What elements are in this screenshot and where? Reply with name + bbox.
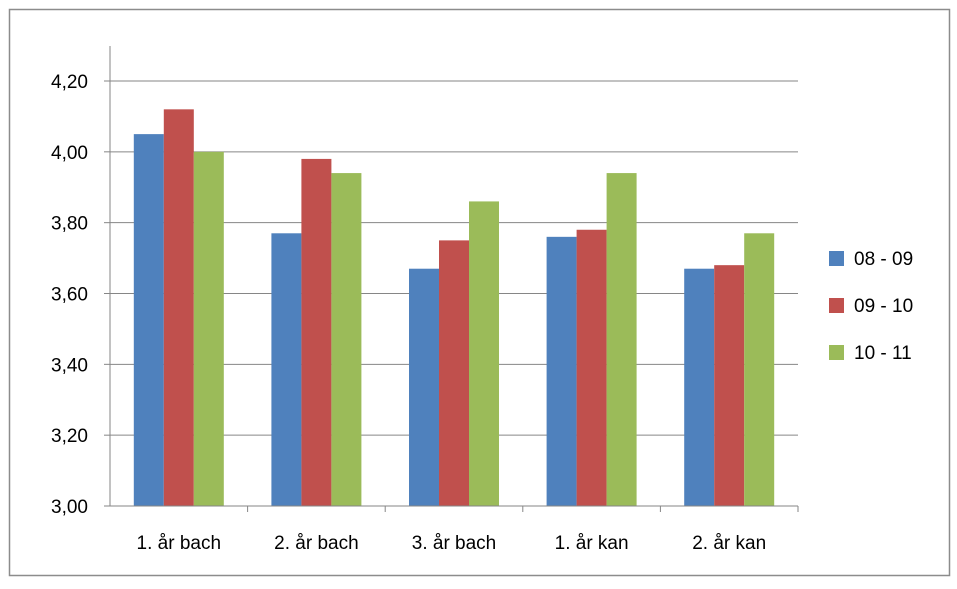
bar [684, 268, 715, 506]
y-axis: 3,00 3,20 3,40 3,60 3,80 4,00 4,20 [51, 46, 111, 518]
bar [439, 240, 469, 506]
gridlines [110, 80, 798, 436]
x-tick-label: 1. år bach [137, 533, 222, 554]
y-tick-label: 3,60 [51, 285, 88, 306]
bar [714, 265, 745, 506]
bar [193, 151, 224, 507]
x-axis: 1. år bach 2. år bach 3. år bach 1. år kan 2… [110, 505, 799, 554]
legend-swatch [829, 345, 844, 360]
bar [301, 158, 332, 506]
bar [744, 233, 775, 506]
y-tick-label: 4,20 [51, 72, 88, 93]
y-tick-label: 3,20 [51, 426, 88, 447]
bar [163, 109, 194, 506]
legend-label: 09 - 10 [854, 296, 913, 317]
bar [409, 268, 439, 506]
y-tick-label: 3,80 [51, 214, 88, 235]
bar [546, 236, 577, 507]
bar [331, 173, 362, 507]
y-tick-label: 3,40 [51, 355, 88, 376]
bar [576, 229, 607, 506]
legend-swatch [829, 298, 844, 313]
x-tick-label: 1. år kan [555, 533, 629, 554]
x-tick-label: 2. år kan [692, 533, 766, 554]
legend-label: 10 - 11 [854, 343, 912, 364]
x-tick-label: 3. år bach [412, 533, 497, 554]
x-tick-label: 2. år bach [274, 533, 359, 554]
bar [271, 233, 302, 506]
legend: 08 - 09 09 - 10 10 - 11 [829, 249, 913, 364]
bar [606, 173, 637, 507]
legend-swatch [829, 251, 844, 266]
legend-label: 08 - 09 [854, 249, 913, 270]
y-tick-label: 3,00 [51, 497, 88, 518]
y-tick-label: 4,00 [51, 143, 88, 164]
bar [469, 201, 499, 506]
bar [133, 134, 164, 506]
bars [133, 109, 775, 507]
